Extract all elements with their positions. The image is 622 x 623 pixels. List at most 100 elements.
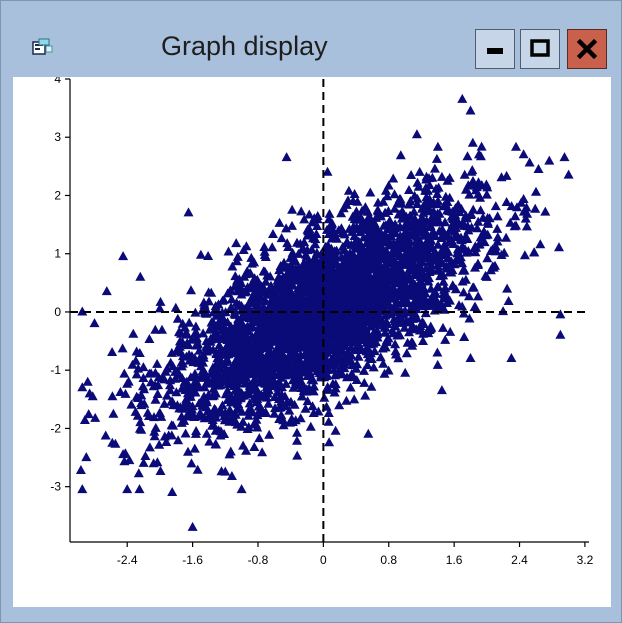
data-point xyxy=(512,202,522,212)
data-point xyxy=(282,238,293,248)
data-point xyxy=(256,295,267,305)
data-point xyxy=(394,311,404,321)
data-point xyxy=(159,398,170,408)
close-button[interactable] xyxy=(567,29,607,69)
data-point xyxy=(142,407,153,417)
data-point xyxy=(369,318,379,328)
data-point xyxy=(328,325,339,335)
data-point xyxy=(395,150,406,160)
data-point xyxy=(325,253,336,263)
data-point xyxy=(236,421,247,431)
data-point xyxy=(411,129,422,139)
data-point xyxy=(456,203,467,213)
data-point xyxy=(303,356,314,366)
data-point xyxy=(475,232,486,242)
data-point xyxy=(284,317,294,327)
data-point xyxy=(172,365,183,375)
data-point xyxy=(428,254,439,264)
data-point xyxy=(276,316,287,326)
data-point xyxy=(286,279,297,289)
data-point xyxy=(162,390,172,400)
data-point xyxy=(274,349,285,359)
data-point xyxy=(351,336,362,346)
data-point xyxy=(455,234,466,244)
data-point xyxy=(310,234,321,244)
data-point xyxy=(337,298,348,308)
data-point xyxy=(282,368,293,378)
data-point xyxy=(353,351,364,361)
data-point xyxy=(441,261,452,271)
data-point xyxy=(108,408,119,418)
data-point xyxy=(144,442,155,452)
maximize-button[interactable] xyxy=(520,29,560,69)
data-point xyxy=(409,190,420,200)
data-point xyxy=(302,336,313,346)
data-point xyxy=(518,206,529,216)
data-point xyxy=(217,313,228,323)
data-point xyxy=(204,436,215,446)
data-point xyxy=(484,213,495,223)
data-point xyxy=(354,343,365,353)
data-point xyxy=(194,345,205,355)
data-point xyxy=(266,289,277,299)
title-bar[interactable]: Graph display xyxy=(1,1,621,77)
data-point xyxy=(184,317,195,327)
data-point xyxy=(140,451,151,460)
data-point xyxy=(444,295,455,305)
data-point xyxy=(289,399,300,409)
graph-window-icon[interactable] xyxy=(32,37,54,57)
data-point xyxy=(224,404,235,414)
x-tick-label: 2.4 xyxy=(511,553,528,567)
data-point xyxy=(444,206,455,216)
data-point xyxy=(305,421,316,431)
data-point xyxy=(447,218,458,228)
data-point xyxy=(312,296,323,306)
data-point xyxy=(292,369,303,379)
data-point xyxy=(327,268,338,278)
data-point xyxy=(388,267,398,277)
data-point xyxy=(386,291,397,301)
data-point xyxy=(432,347,443,357)
data-point xyxy=(343,310,353,320)
data-point xyxy=(373,197,383,207)
data-point xyxy=(292,427,302,437)
data-point xyxy=(225,446,236,456)
data-point xyxy=(214,377,225,387)
data-point xyxy=(138,362,149,372)
data-point xyxy=(226,471,237,480)
data-point xyxy=(230,385,241,395)
data-point xyxy=(359,328,370,337)
data-point xyxy=(201,402,212,412)
data-point xyxy=(258,309,269,319)
data-point xyxy=(230,321,241,331)
minimize-button[interactable] xyxy=(475,29,515,69)
data-point xyxy=(302,294,313,304)
data-point xyxy=(330,311,341,321)
data-point xyxy=(189,443,200,453)
data-point xyxy=(213,299,224,309)
data-point xyxy=(323,285,334,295)
data-point xyxy=(462,221,473,231)
data-point xyxy=(396,255,407,265)
data-point xyxy=(217,320,228,330)
data-point xyxy=(195,249,206,259)
data-point xyxy=(306,244,317,254)
data-point xyxy=(249,286,260,296)
data-point xyxy=(238,326,249,335)
data-point xyxy=(501,170,512,180)
data-point xyxy=(239,271,250,281)
data-point xyxy=(363,217,373,227)
data-point xyxy=(365,187,376,197)
data-point xyxy=(189,412,200,421)
data-point xyxy=(347,331,358,340)
data-point xyxy=(288,334,299,344)
data-point xyxy=(296,206,307,216)
data-point xyxy=(459,332,470,341)
data-point xyxy=(243,406,254,415)
data-point xyxy=(390,223,401,233)
data-point xyxy=(203,251,214,260)
data-point xyxy=(135,417,146,427)
data-point xyxy=(361,346,372,356)
data-point xyxy=(175,336,185,346)
data-point xyxy=(368,362,379,372)
